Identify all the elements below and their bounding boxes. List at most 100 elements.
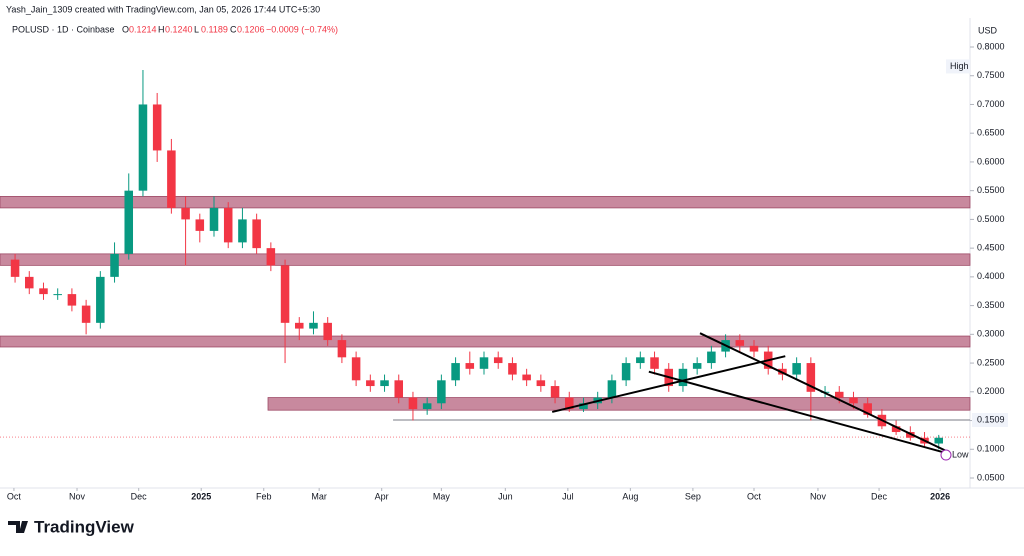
ohlc-key: O — [122, 24, 129, 34]
candle-body — [223, 207, 233, 243]
high-label: High — [950, 61, 969, 71]
candle-body — [906, 432, 915, 438]
candle-body — [252, 219, 261, 249]
brand: TradingView — [34, 517, 135, 536]
candle-body — [351, 357, 361, 381]
low-marker — [940, 449, 952, 461]
candle-body — [493, 357, 503, 364]
x-tick-label: Oct — [747, 491, 762, 501]
x-tick-label: Nov — [69, 491, 86, 501]
ohlc-key: H — [158, 24, 165, 34]
ohlc-value: 0.1214 — [129, 24, 157, 34]
y-tick-label: 0.7000 — [977, 99, 1005, 109]
candle-body — [380, 380, 389, 387]
candle-body — [238, 219, 247, 243]
ohlc-key: C — [230, 24, 237, 34]
candle-body — [394, 380, 404, 398]
candle-body — [309, 322, 318, 329]
candle-body — [39, 288, 48, 295]
candle-body — [53, 294, 62, 296]
candle-body — [508, 363, 517, 375]
candle-body — [323, 322, 332, 341]
x-tick-label: 2026 — [930, 491, 950, 501]
y-tick-label: 0.4500 — [977, 243, 1005, 253]
candle-body — [792, 363, 801, 375]
y-tick-label: 0.4000 — [977, 271, 1005, 281]
candle-body — [650, 357, 659, 369]
y-tick-label: 0.2000 — [977, 386, 1005, 396]
high-label-bg — [946, 59, 970, 74]
candle-body — [81, 305, 91, 323]
candle-body — [536, 380, 546, 387]
zone — [0, 253, 971, 266]
currency: USD — [978, 25, 998, 35]
x-tick-label: Jun — [498, 491, 513, 501]
y-tick-label: 0.8000 — [977, 41, 1005, 51]
candle-body — [607, 380, 617, 398]
candle-body — [138, 104, 148, 191]
y-tick-label: 0.6500 — [977, 128, 1005, 138]
x-tick-label: Apr — [375, 491, 389, 501]
credit: Yash_Jain_1309 created with TradingView.… — [6, 4, 320, 14]
ohlc-value: 0.1240 — [165, 24, 193, 34]
ohlc-value: 0.1206 — [237, 24, 265, 34]
ohlc-value: 0.1189 — [201, 24, 228, 34]
x-tick-label: 2025 — [191, 491, 211, 501]
trendline — [551, 355, 786, 413]
candle-body — [692, 363, 702, 369]
y-tick-label: 0.5000 — [977, 214, 1005, 224]
x-tick-label: Mar — [311, 491, 327, 501]
candle-body — [891, 426, 901, 433]
candle-body — [167, 150, 176, 208]
candle-body — [110, 253, 119, 277]
candle-body — [707, 351, 716, 364]
candle-body — [437, 380, 446, 404]
ohlc-key: L — [194, 24, 199, 34]
low-label: Low — [952, 449, 969, 459]
candle-body — [479, 357, 489, 369]
trendline — [648, 370, 948, 455]
y-tick-label: 0.7500 — [977, 70, 1005, 80]
logo-icon — [8, 521, 28, 533]
x-tick-label: Dec — [871, 491, 888, 501]
candle-body — [863, 403, 872, 415]
x-tick-label: Oct — [7, 491, 22, 501]
candle-body — [422, 403, 432, 410]
candle-body — [806, 363, 816, 392]
symbol: POLUSD · 1D · Coinbase — [12, 24, 115, 34]
candle-body — [152, 104, 162, 151]
level-label: 0.1509 — [977, 414, 1005, 424]
x-tick-label: Jul — [562, 491, 574, 501]
candle-body — [678, 368, 688, 387]
candle-body — [124, 190, 134, 254]
candle-body — [408, 397, 418, 410]
candle-body — [209, 207, 219, 231]
y-tick-label: 0.5500 — [977, 185, 1005, 195]
candle-body — [337, 340, 347, 358]
y-tick-label: 0.2500 — [977, 357, 1005, 367]
footer-logo: TradingView — [8, 517, 135, 536]
x-tick-label: May — [433, 491, 451, 501]
y-tick-label: 0.1000 — [977, 444, 1005, 454]
y-tick-label: 0.6000 — [977, 156, 1005, 166]
candle-body — [195, 219, 205, 231]
zone — [0, 335, 971, 348]
candle-body — [749, 345, 759, 352]
candle-body — [565, 397, 574, 410]
level-label-bg — [972, 413, 1008, 428]
candle-body — [522, 374, 531, 381]
candle-body — [10, 259, 20, 277]
candle-body — [849, 397, 858, 404]
candle-body — [67, 294, 77, 306]
x-tick-label: Feb — [256, 491, 272, 501]
candle-body — [621, 363, 631, 381]
candle-body — [96, 276, 105, 323]
x-tick-label: Nov — [810, 491, 827, 501]
y-tick-label: 0.0500 — [977, 472, 1005, 482]
ohlc-legend: O 0.1214 H 0.1240 L 0.1189 C 0.1206 −0.0009 (−0.… — [122, 24, 338, 34]
candle-body — [266, 248, 276, 266]
candle-body — [550, 386, 560, 398]
